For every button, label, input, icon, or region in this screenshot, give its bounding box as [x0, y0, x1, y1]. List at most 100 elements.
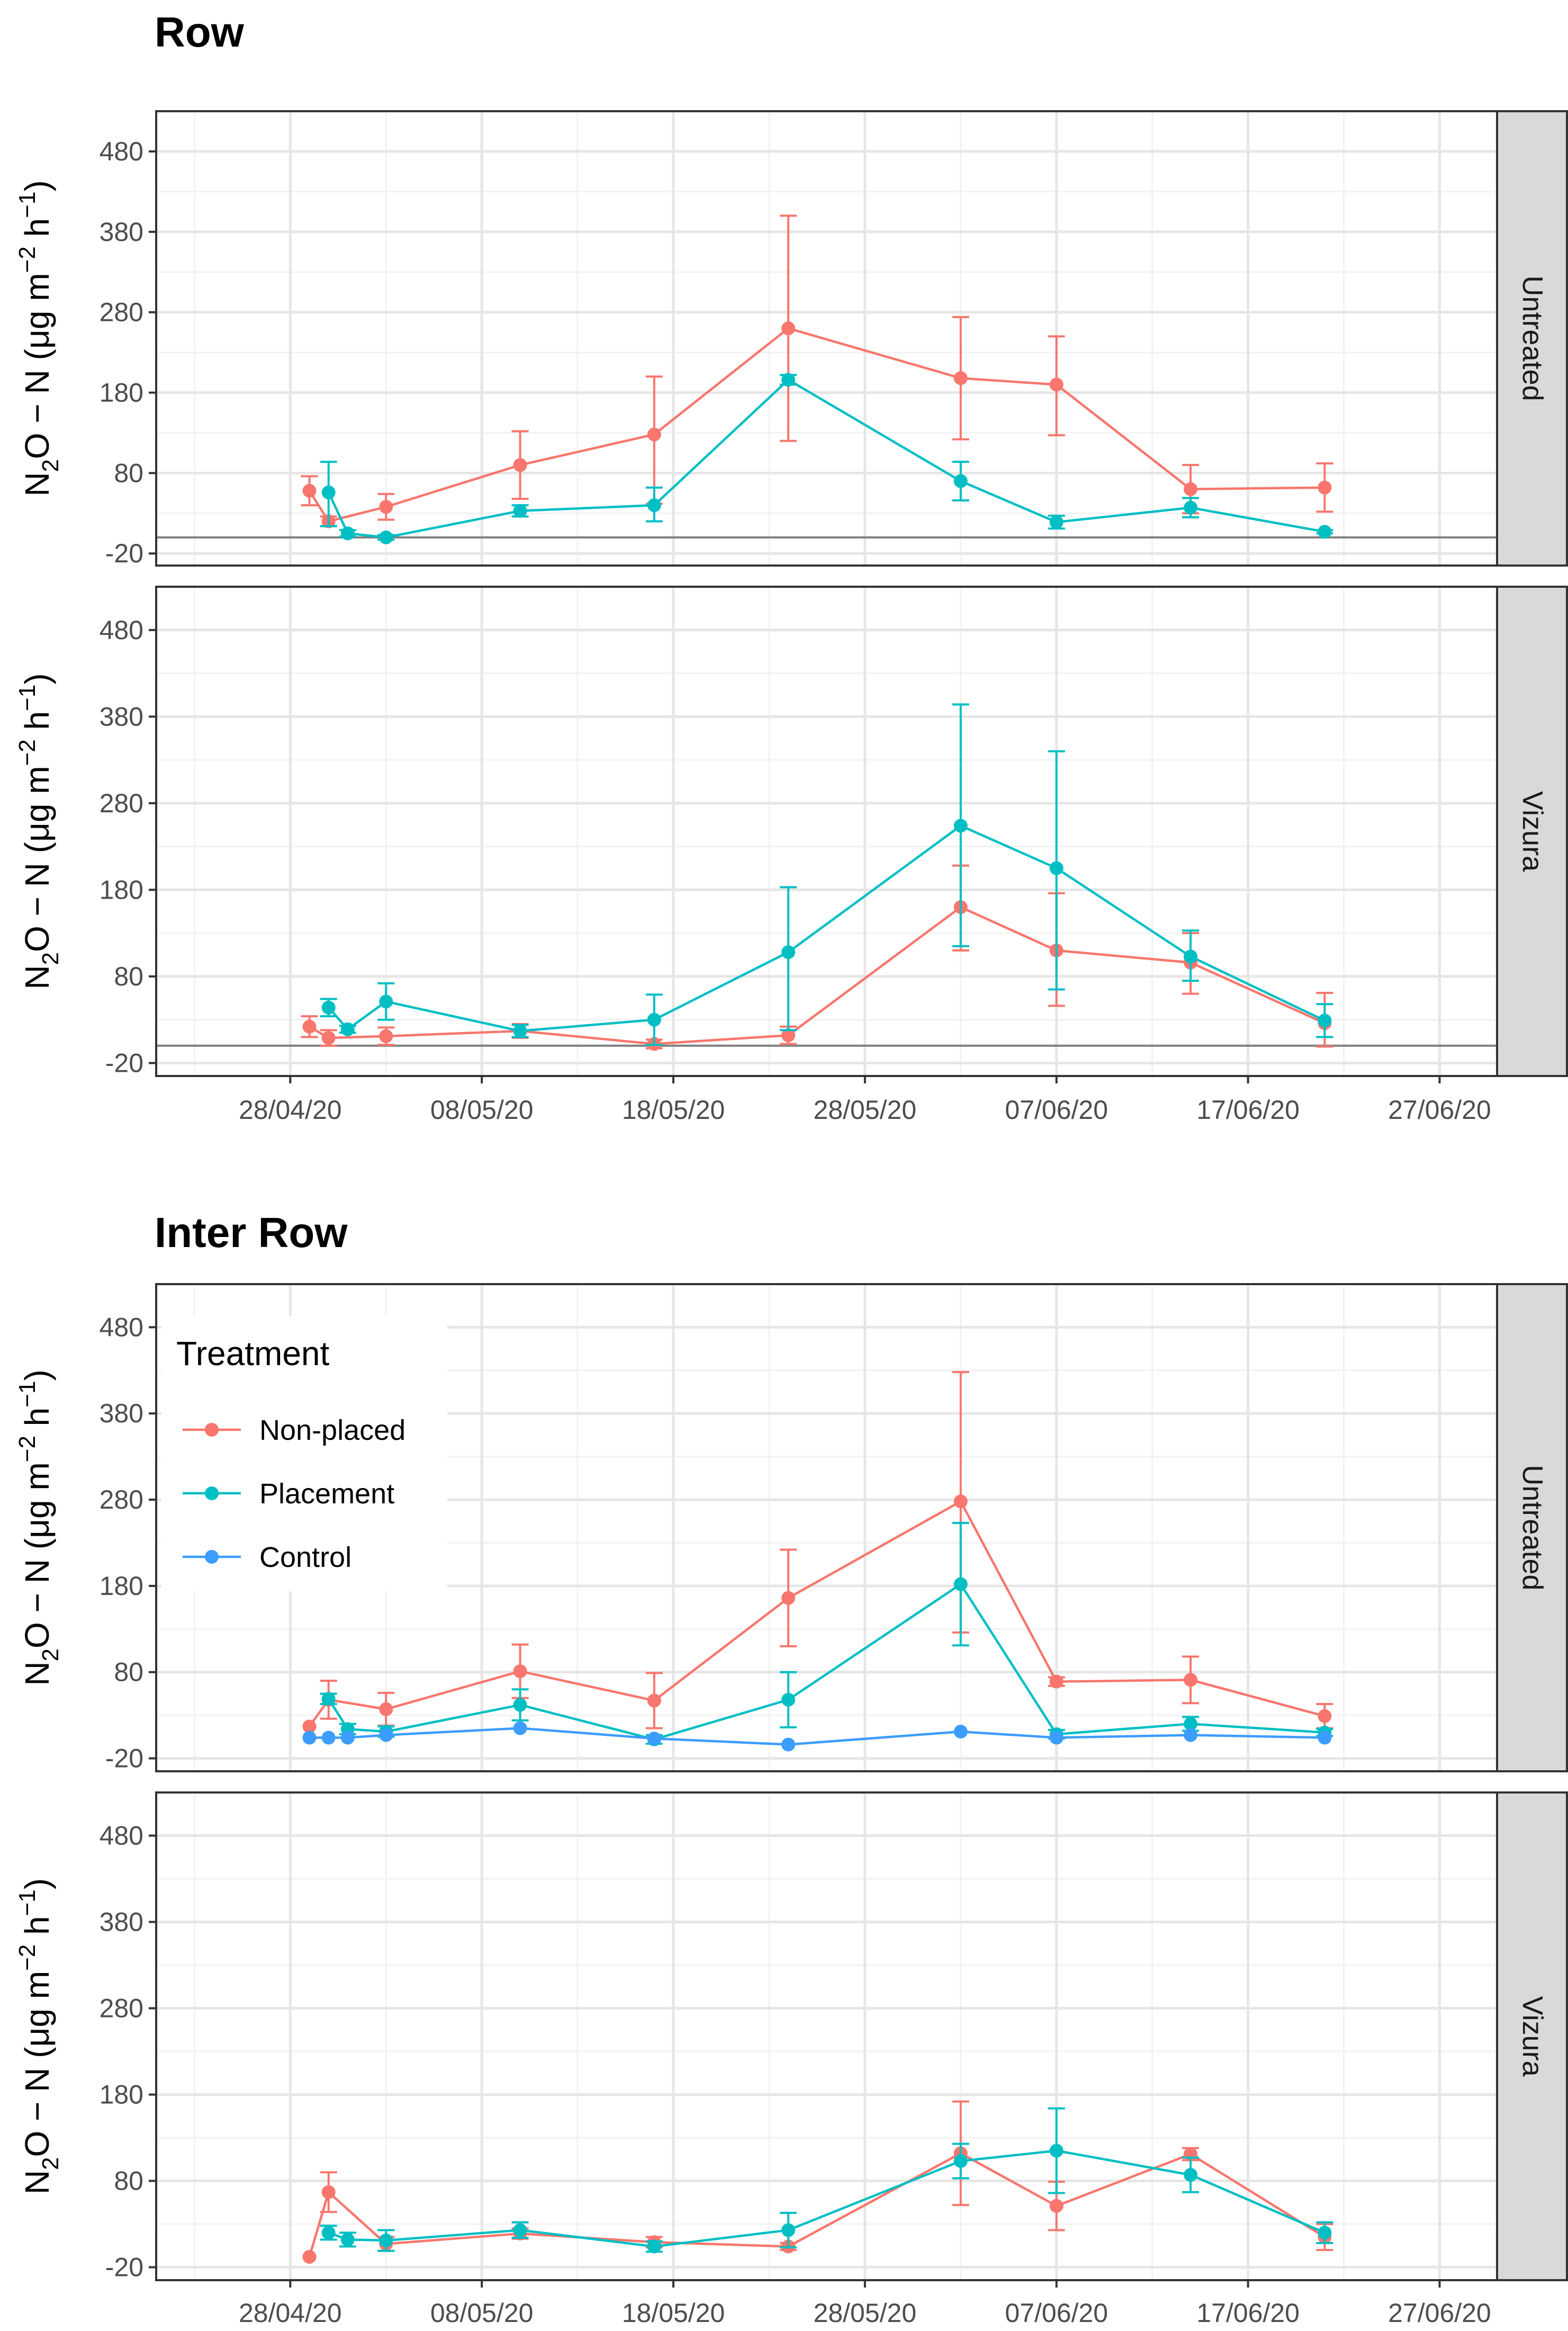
facet-strip: [1496, 1791, 1568, 2281]
y-axis-title-part: O − N (μg m: [18, 1462, 56, 1648]
series-line: [308, 2151, 1326, 2257]
section-title: Inter Row: [155, 1209, 348, 1256]
legend-entry-control: Control: [183, 1541, 352, 1573]
data-point: [647, 427, 661, 442]
data-point: [1049, 2199, 1064, 2213]
y-tick-label: 380: [100, 217, 143, 247]
data-point: [379, 500, 393, 514]
data-point: [513, 1698, 527, 1712]
y-axis-title-part: −1: [14, 192, 40, 218]
data-point: [953, 2154, 968, 2168]
y-axis-title-part: −2: [14, 1944, 40, 1971]
y-tick-label: 480: [100, 1821, 143, 1851]
legend-key-point: [205, 1550, 219, 1564]
x-tick-label: 17/06/20: [1196, 1095, 1300, 1125]
data-point: [340, 1022, 355, 1036]
x-tick-label: 18/05/20: [622, 1095, 725, 1125]
data-point: [953, 474, 968, 488]
series-control: [302, 1721, 1332, 1752]
data-point: [340, 526, 355, 541]
data-point: [781, 373, 796, 387]
y-tick-label: 280: [100, 1994, 143, 2023]
data-point: [379, 530, 393, 544]
data-point: [302, 1019, 317, 1034]
y-axis-title-part: O − N (μg m: [18, 273, 56, 459]
data-point: [302, 1731, 317, 1745]
data-point: [1049, 861, 1064, 875]
y-axis-title-part: ): [18, 1878, 56, 1889]
data-point: [1184, 1728, 1198, 1742]
y-axis-title-part: N: [18, 472, 56, 496]
data-point: [321, 1731, 336, 1745]
section-title: Row: [155, 8, 245, 56]
series-placement: [320, 2107, 1333, 2254]
data-point: [1049, 1731, 1064, 1745]
data-point: [781, 1737, 796, 1752]
facet-strip-label: Vizura: [1517, 1996, 1548, 2077]
data-point: [953, 1577, 968, 1591]
data-point: [1184, 1717, 1198, 1731]
y-axis-title-part: h: [18, 218, 56, 246]
y-axis-title-part: 2: [38, 1648, 64, 1661]
y-axis-title-part: −1: [14, 1889, 40, 1916]
data-point: [1184, 1673, 1198, 1687]
series-line: [308, 327, 1325, 523]
y-tick-label: 380: [100, 1398, 143, 1428]
x-tick-label: 07/06/20: [1005, 1095, 1108, 1125]
data-point: [953, 371, 968, 385]
y-tick-label: -20: [105, 2253, 143, 2282]
y-tick-label: 480: [100, 615, 143, 645]
data-point: [513, 504, 527, 518]
data-point: [302, 2249, 317, 2264]
data-point: [781, 321, 796, 336]
data-point: [647, 1012, 661, 1027]
data-point: [1318, 2226, 1332, 2240]
data-point: [1184, 2168, 1198, 2182]
data-point: [1049, 1674, 1064, 1689]
data-point: [379, 2234, 393, 2248]
y-axis-title: N2O − N (μg m−2 h−1): [14, 1878, 64, 2194]
facet-strip-label: Untreated: [1517, 1465, 1548, 1590]
y-tick-label: 180: [100, 1571, 143, 1601]
x-tick-label: 28/05/20: [814, 1095, 917, 1125]
y-tick-label: -20: [105, 1744, 143, 1773]
series-line: [309, 905, 1326, 1045]
facet-strip: [1496, 110, 1568, 567]
series-placement: [320, 703, 1333, 1046]
y-axis-title-part: −1: [14, 1381, 40, 1407]
panel-background: [156, 587, 1497, 1076]
data-point: [781, 945, 796, 960]
series-line: [327, 1582, 1325, 1741]
legend-key-point: [205, 1423, 219, 1437]
data-point: [1318, 1709, 1332, 1723]
y-tick-label: 280: [100, 1485, 143, 1514]
data-point: [1049, 2144, 1064, 2158]
data-point: [513, 1024, 527, 1038]
data-point: [302, 483, 317, 498]
y-axis-title-part: −2: [14, 739, 40, 766]
x-tick-label: 27/06/20: [1388, 2298, 1491, 2328]
data-point: [513, 2223, 527, 2237]
series-line: [308, 1500, 1325, 1727]
series-line: [327, 824, 1326, 1033]
y-tick-label: 80: [114, 962, 143, 991]
y-tick-label: 180: [100, 2080, 143, 2110]
data-point: [1318, 1731, 1332, 1745]
y-tick-label: 80: [114, 2166, 143, 2196]
legend-label: Placement: [259, 1478, 394, 1510]
data-point: [513, 458, 527, 472]
data-point: [953, 819, 968, 833]
data-point: [1184, 949, 1198, 964]
x-tick-label: 08/05/20: [430, 1095, 534, 1125]
y-tick-label: 380: [100, 702, 143, 731]
panel-background: [156, 1792, 1497, 2280]
data-point: [1318, 525, 1332, 539]
facet-strip-label: Untreated: [1517, 275, 1548, 401]
data-point: [302, 1719, 317, 1734]
y-tick-label: -20: [105, 539, 143, 568]
y-axis-title-part: N: [18, 2170, 56, 2194]
data-point: [513, 1664, 527, 1679]
legend-background: [161, 1316, 447, 1591]
data-point: [340, 2233, 355, 2247]
